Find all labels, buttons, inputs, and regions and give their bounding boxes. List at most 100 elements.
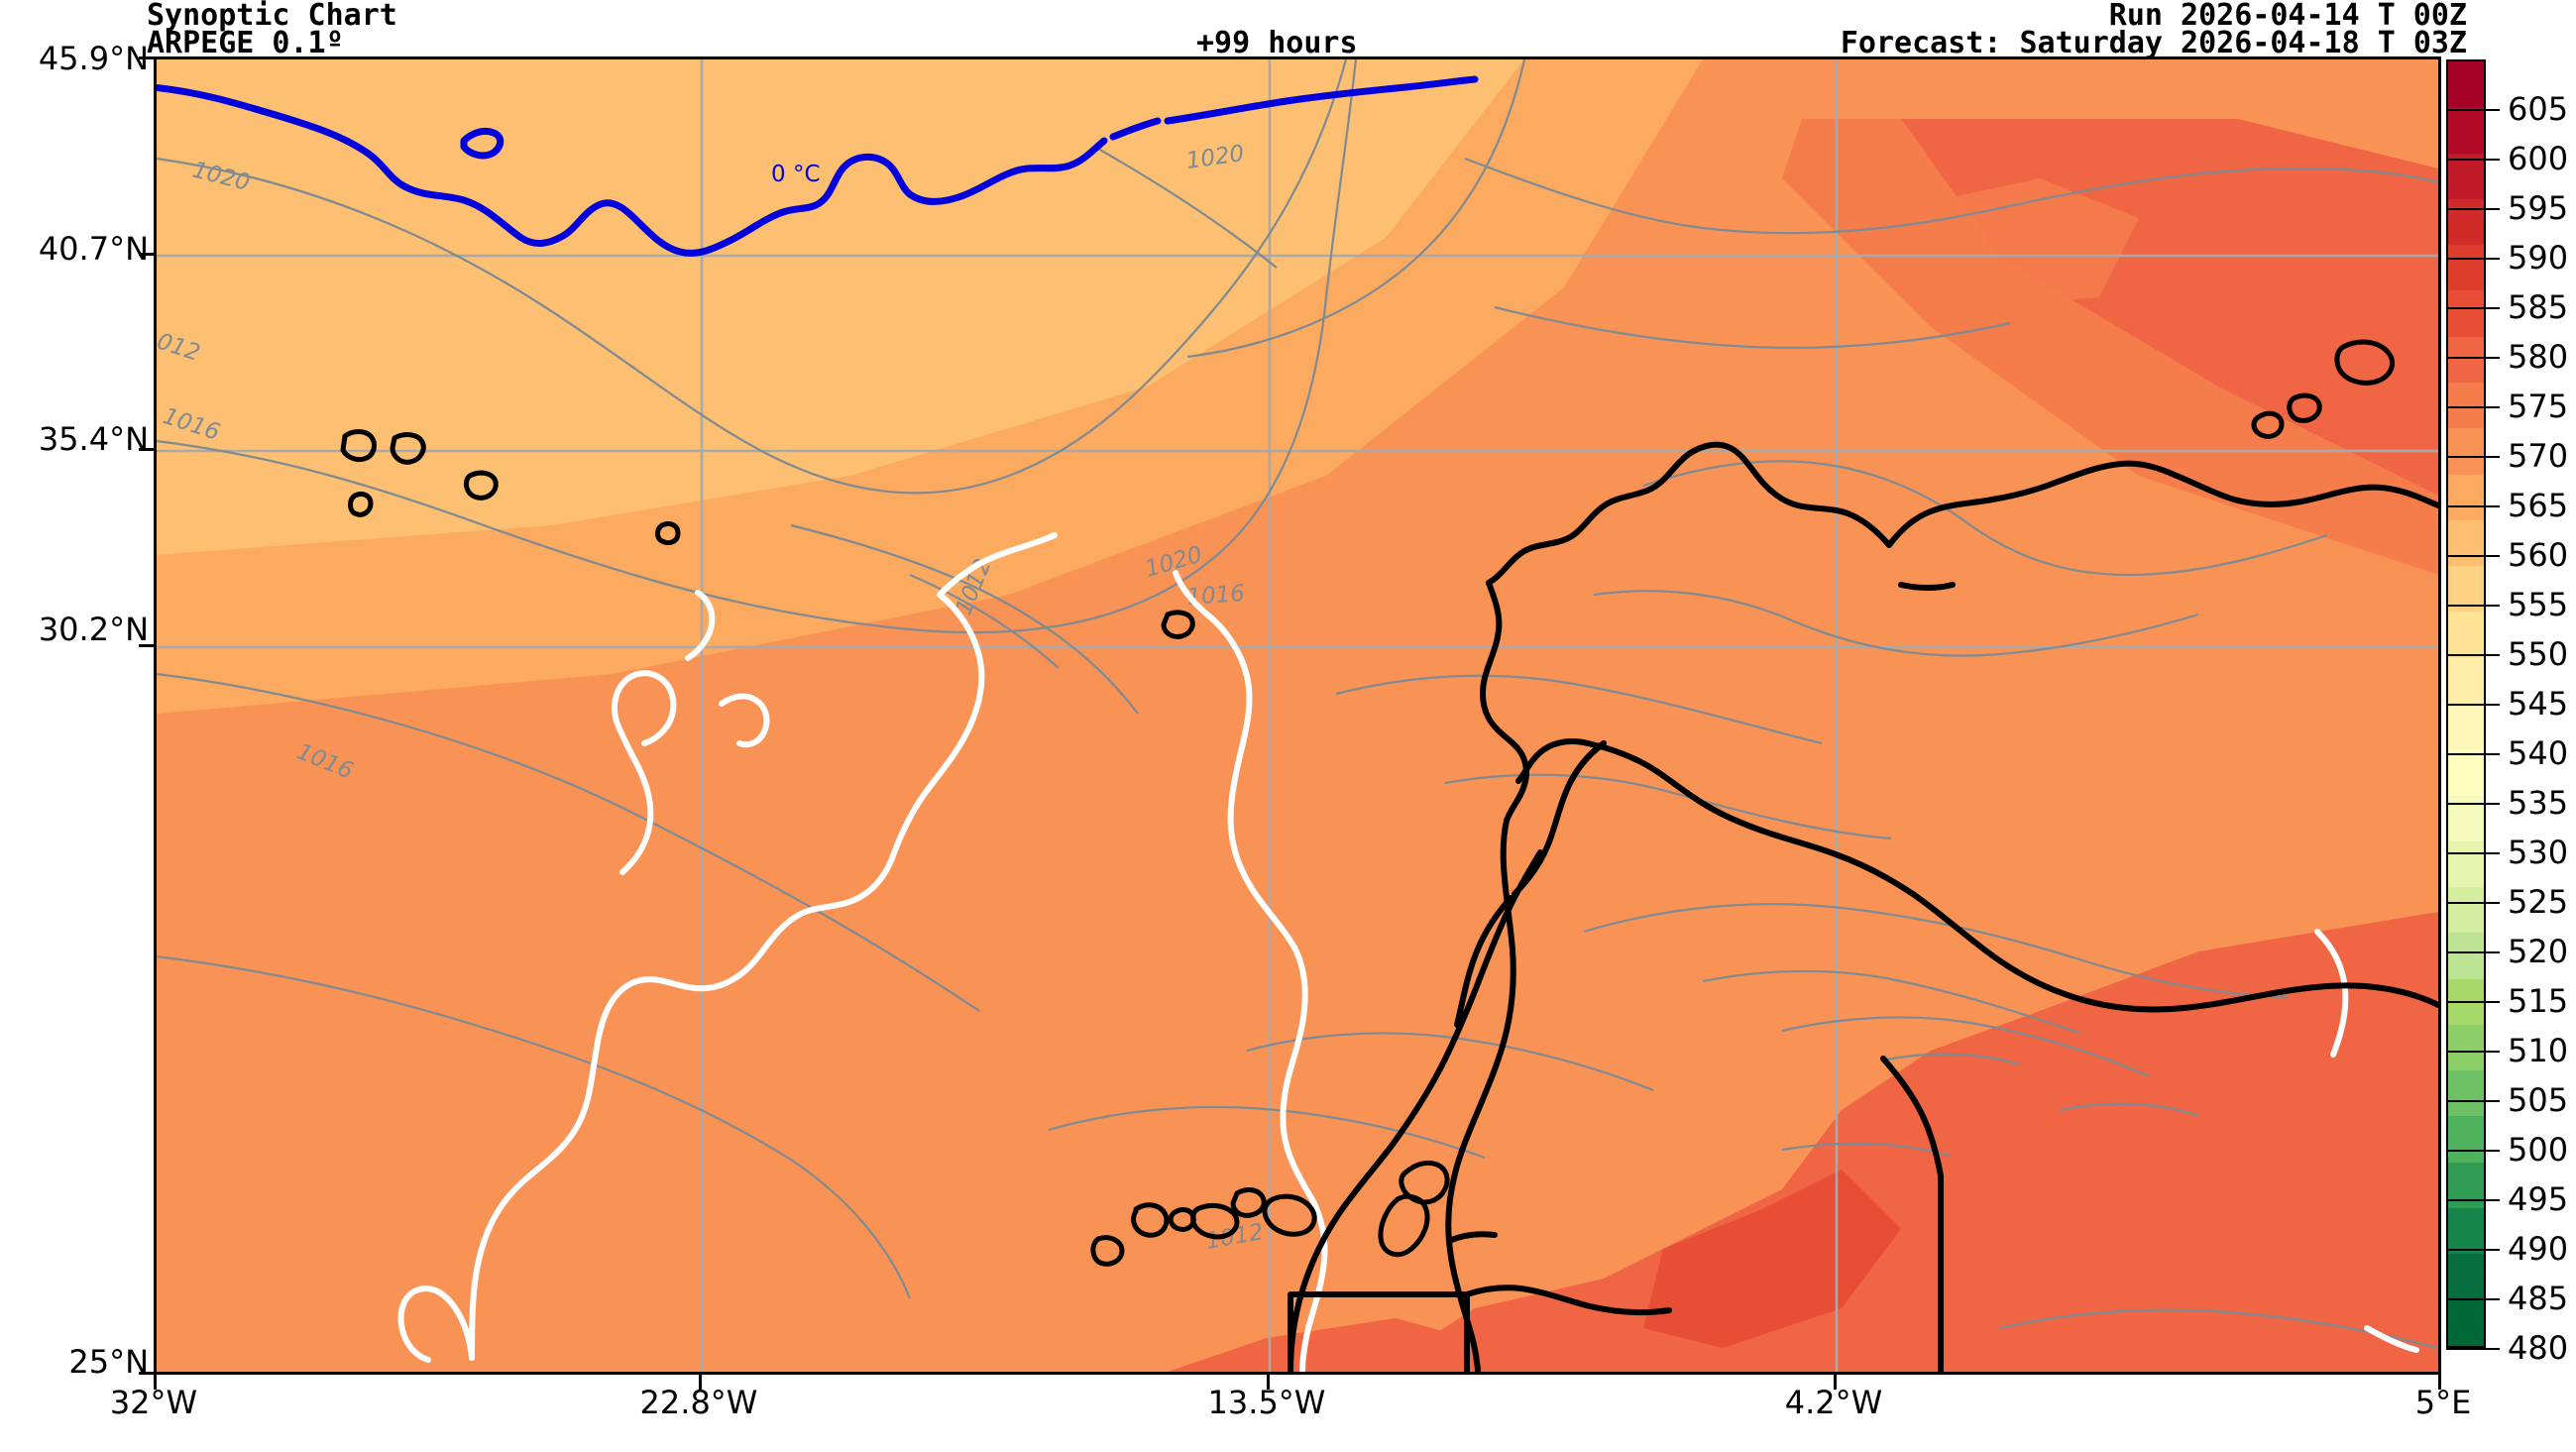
colorbar-tick-600 xyxy=(2446,159,2500,161)
colorbar-band-23 xyxy=(2448,1116,2484,1163)
colorbar-band-24 xyxy=(2448,1162,2484,1209)
x-tick-label-1: 22.8°W xyxy=(639,1384,758,1421)
field-band-578 xyxy=(157,59,2438,1372)
colorbar-tick-505 xyxy=(2446,1100,2500,1102)
colorbar-tick-485 xyxy=(2446,1298,2500,1300)
colorbar-label-595: 595 xyxy=(2508,189,2569,227)
colorbar-label-510: 510 xyxy=(2508,1032,2569,1069)
x-tick-label-2: 13.5°W xyxy=(1207,1384,1326,1421)
colorbar-band-5 xyxy=(2448,290,2484,337)
colorbar-label-520: 520 xyxy=(2508,933,2569,970)
colorbar-band-4 xyxy=(2448,245,2484,291)
colorbar-band-2 xyxy=(2448,153,2484,199)
colorbar-band-11 xyxy=(2448,566,2484,613)
field-band-568b xyxy=(157,59,1524,555)
colorbar-tick-585 xyxy=(2446,307,2500,309)
colorbar-tick-540 xyxy=(2446,753,2500,755)
colorbar-label-580: 580 xyxy=(2508,338,2569,376)
colorbar-band-0 xyxy=(2448,61,2484,108)
isobar-contours xyxy=(157,59,2438,1350)
colorbar-label-565: 565 xyxy=(2508,487,2569,524)
colorbar-band-1 xyxy=(2448,107,2484,154)
y-tick-label-0: 45.9°N xyxy=(38,40,149,77)
colorbar-band-10 xyxy=(2448,519,2484,567)
colorbar-tick-570 xyxy=(2446,456,2500,458)
coastline-iberia xyxy=(1288,441,2438,1372)
colorbar-band-21 xyxy=(2448,1024,2484,1071)
colorbar-tick-545 xyxy=(2446,704,2500,706)
colorbar-tick-525 xyxy=(2446,902,2500,904)
colorbar-tick-550 xyxy=(2446,654,2500,656)
field-band-588-sahara xyxy=(1376,912,2438,1372)
colorbar-band-26 xyxy=(2448,1254,2484,1300)
colorbar-label-545: 545 xyxy=(2508,685,2569,723)
colorbar-label-600: 600 xyxy=(2508,140,2569,177)
map-svg: 1020 1012 1016 1020 1012 1016 1016 1012 … xyxy=(157,59,2438,1372)
colorbar-label-505: 505 xyxy=(2508,1081,2569,1119)
colorbar-label-605: 605 xyxy=(2508,90,2569,128)
colorbar-tick-605 xyxy=(2446,109,2500,111)
field-patch-ne xyxy=(1901,178,2139,307)
colorbar-label-570: 570 xyxy=(2508,437,2569,475)
colorbar-label-560: 560 xyxy=(2508,536,2569,574)
colorbar-band-14 xyxy=(2448,703,2484,750)
colorbar-band-3 xyxy=(2448,198,2484,246)
colorbar-label-555: 555 xyxy=(2508,586,2569,623)
colorbar-label-585: 585 xyxy=(2508,288,2569,326)
colorbar-tick-575 xyxy=(2446,406,2500,408)
colorbar-band-25 xyxy=(2448,1208,2484,1255)
y-tick-label-2: 35.4°N xyxy=(38,420,149,458)
colorbar-tick-565 xyxy=(2446,505,2500,507)
forecast-valid-label: Forecast: Saturday 2026-04-18 T 03Z xyxy=(1840,26,2467,60)
page-title: Synoptic Chart xyxy=(147,0,397,33)
colorbar-band-18 xyxy=(2448,887,2484,934)
colorbar-band-9 xyxy=(2448,474,2484,520)
map-canvas[interactable]: 1020 1012 1016 1020 1012 1016 1016 1012 … xyxy=(154,56,2441,1375)
colorbar-tick-530 xyxy=(2446,852,2500,854)
colorbar-label-575: 575 xyxy=(2508,388,2569,425)
colorbar-tick-500 xyxy=(2446,1150,2500,1152)
lead-time-label: +99 hours xyxy=(1196,26,1358,60)
colorbar-label-535: 535 xyxy=(2508,784,2569,822)
isotherm-0c-label: 0 °C xyxy=(771,162,821,187)
colorbar-tick-590 xyxy=(2446,258,2500,260)
colorbar-tick-510 xyxy=(2446,1051,2500,1053)
colorbar-label-490: 490 xyxy=(2508,1230,2569,1268)
colorbar-band-19 xyxy=(2448,933,2484,979)
colorbar-band-22 xyxy=(2448,1070,2484,1117)
colorbar-band-17 xyxy=(2448,840,2484,888)
colorbar-band-7 xyxy=(2448,382,2484,429)
colorbar-band-15 xyxy=(2448,749,2484,796)
colorbar-tick-560 xyxy=(2446,555,2500,557)
colorbar-tick-515 xyxy=(2446,1001,2500,1003)
x-tick-label-3: 4.2°W xyxy=(1784,1384,1883,1421)
colorbar-label-515: 515 xyxy=(2508,982,2569,1020)
isotherm-0c-line xyxy=(157,75,1479,257)
colorbar-label-530: 530 xyxy=(2508,834,2569,871)
colorbar-tick-490 xyxy=(2446,1249,2500,1251)
colorbar-label-480: 480 xyxy=(2508,1329,2569,1367)
colorbar-label-540: 540 xyxy=(2508,734,2569,772)
colorbar-band-12 xyxy=(2448,612,2484,658)
colorbar-band-13 xyxy=(2448,657,2484,704)
y-tick-label-3: 30.2°N xyxy=(38,611,149,648)
x-tick-label-4: 5°E xyxy=(2414,1384,2472,1421)
chart-header: Synoptic Chart ARPEGE 0.1º +99 hours Run… xyxy=(0,0,2576,60)
colorbar-label-590: 590 xyxy=(2508,239,2569,277)
colorbar-band-6 xyxy=(2448,336,2484,383)
coastline-islands xyxy=(340,339,2396,1267)
colorbar-band-8 xyxy=(2448,428,2484,475)
y-tick-label-4: 25°N xyxy=(68,1343,149,1381)
colorbar-label-485: 485 xyxy=(2508,1280,2569,1317)
colorbar-tick-535 xyxy=(2446,803,2500,805)
run-timestamp-label: Run 2026-04-14 T 00Z xyxy=(2108,0,2467,33)
colorbar-label-525: 525 xyxy=(2508,883,2569,921)
colorbar-label-500: 500 xyxy=(2508,1131,2569,1169)
colorbar-tick-595 xyxy=(2446,208,2500,210)
field-band-573 xyxy=(157,59,1703,714)
colorbar-tick-495 xyxy=(2446,1199,2500,1201)
colorbar-tick-520 xyxy=(2446,951,2500,953)
colorbar-tick-480 xyxy=(2446,1348,2500,1350)
white-contour-line xyxy=(397,532,2419,1372)
